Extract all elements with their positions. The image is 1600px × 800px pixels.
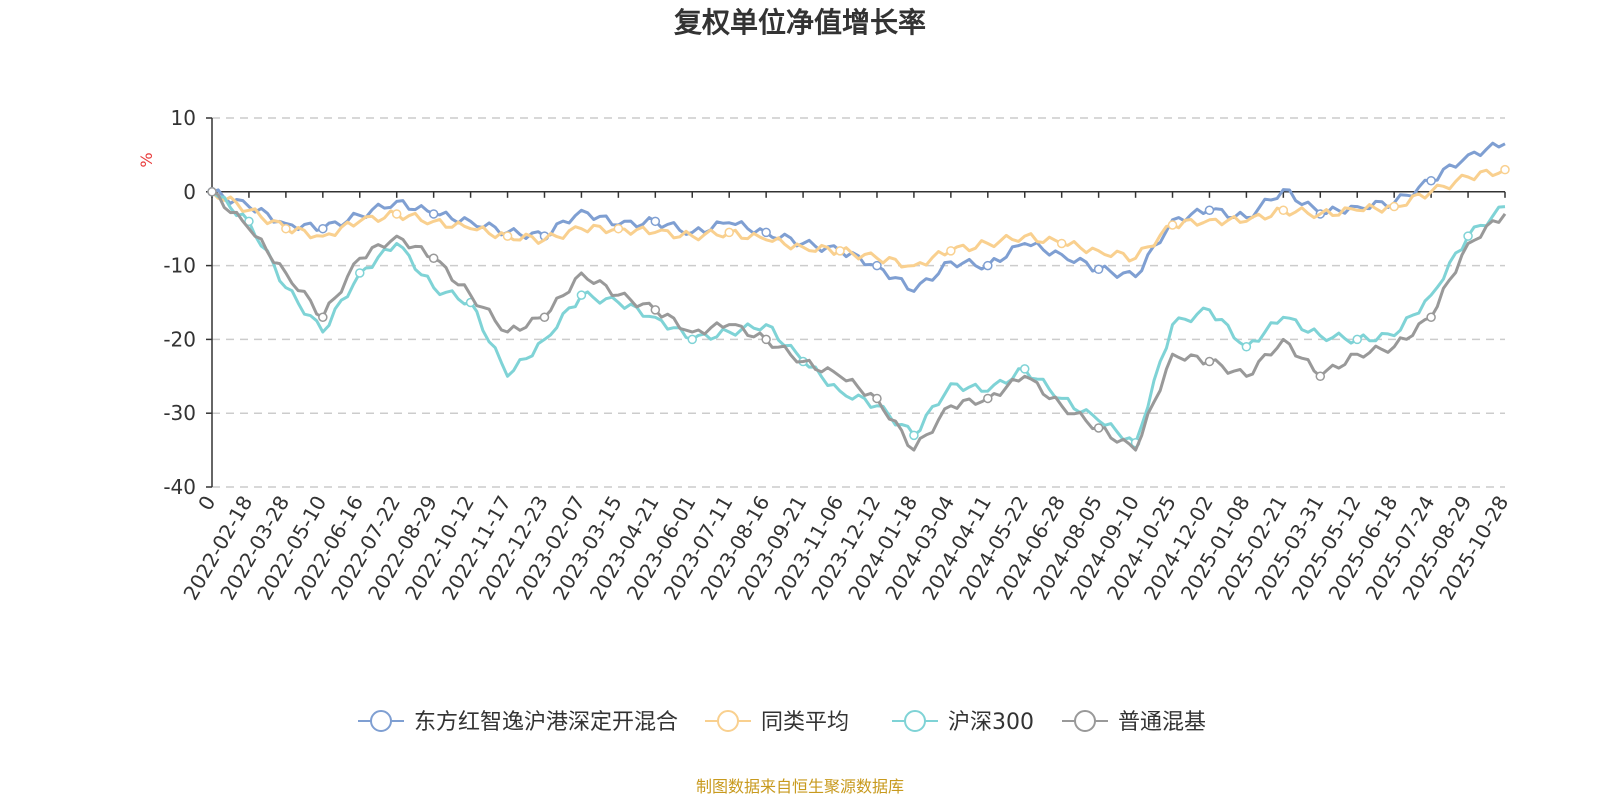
series-0-point xyxy=(1093,264,1104,275)
series-0-point xyxy=(761,227,771,238)
legend-item-1[interactable]: 同类平均 xyxy=(705,710,849,735)
series-3-point xyxy=(207,187,217,197)
legend-label: 普通混基 xyxy=(1118,710,1206,735)
legend-circle-icon xyxy=(717,710,739,732)
y-tick-label: -20 xyxy=(163,327,196,351)
series-3-point xyxy=(983,393,993,404)
series-2-point xyxy=(1019,364,1030,374)
series-2-point xyxy=(1352,334,1362,345)
legend-label: 东方红智逸沪港深定开混合 xyxy=(414,710,678,735)
y-tick-label: 10 xyxy=(171,106,196,130)
y-tick-label: -10 xyxy=(163,254,196,278)
series-1-point xyxy=(502,231,513,241)
series-1-point xyxy=(281,223,291,234)
series-2-point xyxy=(687,334,698,345)
series-3-point xyxy=(761,334,771,345)
y-tick-label: -40 xyxy=(163,475,196,499)
series-1-point xyxy=(1278,205,1289,215)
legend-circle-icon xyxy=(904,710,926,732)
data-source-note: 制图数据来自恒生聚源数据库 xyxy=(696,777,904,796)
series-3-point xyxy=(650,305,661,315)
series-line-1 xyxy=(210,168,1506,269)
legend-circle-icon xyxy=(1074,710,1096,732)
series-3-point xyxy=(1315,371,1326,382)
series-0-point xyxy=(872,260,882,271)
legend[interactable]: 东方红智逸沪港深定开混合 同类平均 沪深300 普通混基 xyxy=(358,710,1206,735)
y-axis-unit: % xyxy=(137,152,156,167)
x-tick-label: 0 xyxy=(193,492,220,515)
series-lines xyxy=(207,141,1510,452)
series-1-point xyxy=(1500,164,1510,175)
series-2-point xyxy=(244,216,254,227)
series-3-point xyxy=(1426,312,1436,323)
series-3-point xyxy=(1204,356,1215,367)
legend-item-3[interactable]: 普通混基 xyxy=(1062,710,1206,735)
series-1-point xyxy=(1167,220,1178,230)
legend-item-2[interactable]: 沪深300 xyxy=(892,710,1034,735)
series-2-point xyxy=(355,268,365,278)
series-0-point xyxy=(1426,175,1436,186)
series-1-point xyxy=(1389,201,1399,212)
series-3-point xyxy=(428,253,439,263)
series-3-point xyxy=(318,312,328,323)
series-0-point xyxy=(983,260,993,271)
legend-circle-icon xyxy=(370,710,392,732)
series-2-point xyxy=(576,290,587,300)
legend-item-0[interactable]: 东方红智逸沪港深定开混合 xyxy=(358,710,678,735)
series-0-point xyxy=(1204,205,1215,215)
series-1-point xyxy=(1056,238,1067,249)
series-0-point xyxy=(428,209,439,219)
series-1-point xyxy=(835,246,845,256)
series-1-point xyxy=(391,209,402,219)
series-line-2 xyxy=(211,190,1506,445)
series-3-point xyxy=(539,312,550,323)
series-2-point xyxy=(1463,231,1473,241)
series-2-point xyxy=(1241,342,1252,352)
series-line-3 xyxy=(211,190,1507,452)
chart-title: 复权单位净值增长率 xyxy=(674,6,926,39)
grid-lines xyxy=(212,117,1505,488)
series-2-point xyxy=(909,430,919,441)
series-3-point xyxy=(1093,423,1104,433)
legend-label: 同类平均 xyxy=(761,710,849,735)
series-1-point xyxy=(724,227,734,238)
series-line-0 xyxy=(211,141,1506,293)
series-3-point xyxy=(872,393,882,404)
axes: 100-10-20-30-4002022-02-182022-03-282022… xyxy=(163,106,1513,604)
series-1-point xyxy=(946,246,956,256)
y-tick-label: -30 xyxy=(163,401,196,425)
series-0-point xyxy=(318,223,328,234)
series-1-point xyxy=(613,223,624,234)
legend-label: 沪深300 xyxy=(948,710,1034,735)
y-tick-label: 0 xyxy=(183,180,196,204)
series-0-point xyxy=(650,216,661,227)
